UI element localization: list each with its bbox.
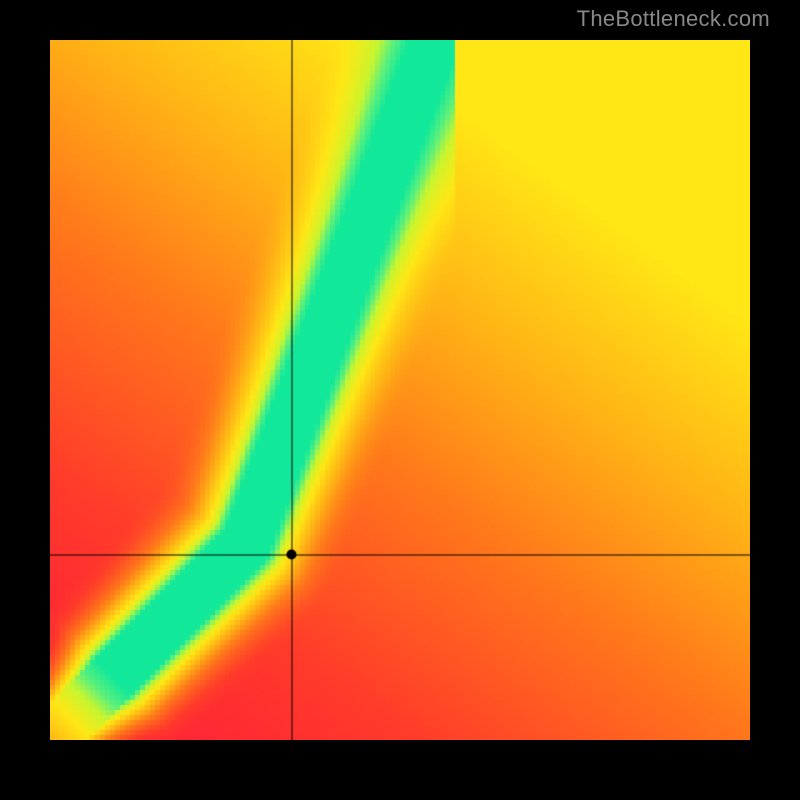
watermark-text: TheBottleneck.com — [577, 6, 770, 32]
bottleneck-heatmap — [50, 40, 750, 740]
